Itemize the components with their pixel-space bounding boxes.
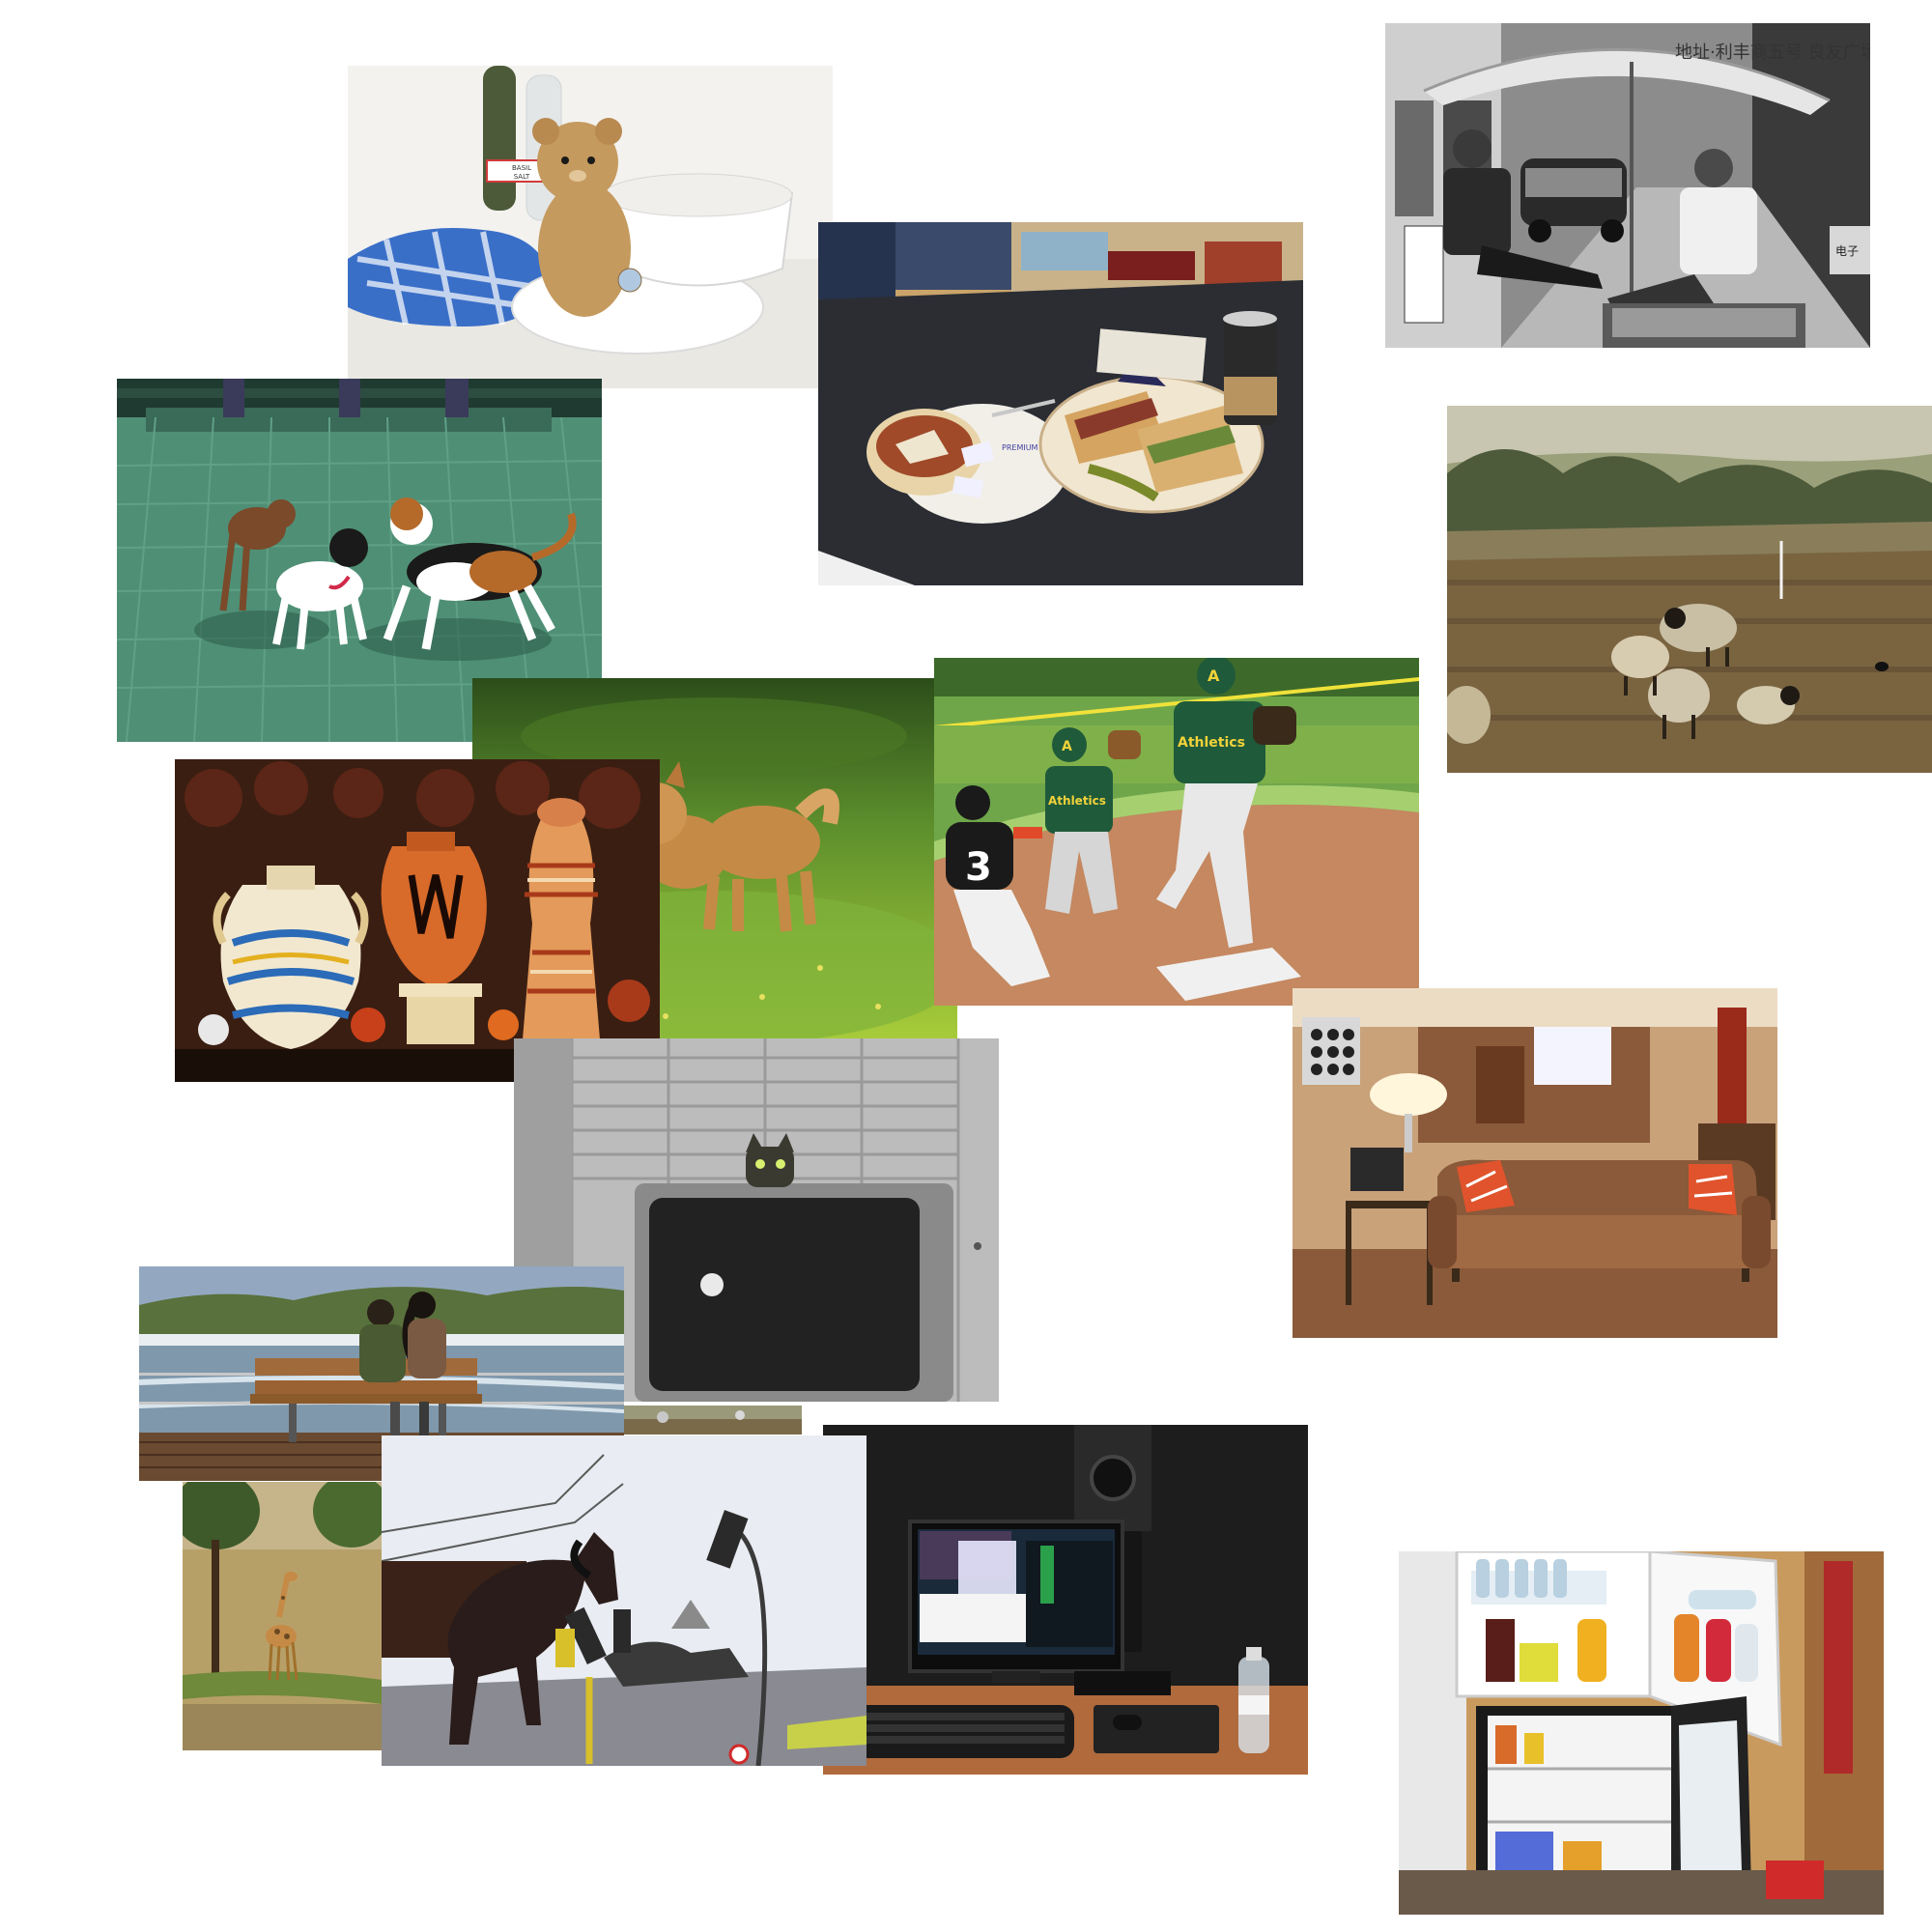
photo-street-vendors: 地址·利丰商五号 良友广场负一楼 电子	[1385, 23, 1870, 348]
bottle-label-bottom: SALT	[514, 173, 530, 181]
partial-strip-image	[624, 1406, 802, 1435]
jersey-name-right: Athletics	[1178, 735, 1245, 751]
photo-greek-vases	[175, 759, 660, 1082]
photo-kids-baseball: 3 A Athletics A Athletics	[934, 658, 1419, 1006]
computer-desk-image	[823, 1425, 1308, 1775]
sheep-field-image	[1447, 406, 1932, 773]
horse-traffic-image	[382, 1435, 867, 1766]
dogs-playing-image	[117, 379, 602, 742]
photo-teddy-bear-teacup: BASIL SALT	[348, 66, 833, 388]
creamer-packet-label: PREMIUM	[1002, 443, 1038, 452]
umbrella-sign-text: 地址·利丰商五号 良友广场负一楼	[1675, 43, 1870, 63]
cap-logo-left: A	[1062, 739, 1072, 754]
open-fridge-image	[1399, 1551, 1884, 1915]
photo-partial-strip	[624, 1406, 802, 1435]
photo-cafe-food: PREMIUM	[818, 222, 1303, 585]
runner-number: 3	[965, 845, 992, 890]
teddy-bear-teacup-image: BASIL SALT	[348, 66, 833, 388]
photo-open-fridge	[1399, 1551, 1884, 1915]
photo-giraffe	[183, 1482, 382, 1750]
photo-computer-desk	[823, 1425, 1308, 1775]
photo-living-room	[1293, 988, 1777, 1338]
cap-logo-right: A	[1208, 667, 1220, 685]
jersey-name-left: Athletics	[1048, 794, 1106, 808]
photo-dogs-playing	[117, 379, 602, 742]
kids-baseball-image: 3 A Athletics A Athletics	[934, 658, 1419, 1006]
cafe-food-image: PREMIUM	[818, 222, 1303, 585]
bottle-label-top: BASIL	[512, 164, 531, 172]
photo-horse-traffic-light	[382, 1435, 867, 1766]
vendor-sign-text: 电子	[1835, 244, 1859, 258]
greek-vases-image	[175, 759, 660, 1082]
giraffe-image	[183, 1482, 382, 1750]
photo-sheep-field	[1447, 406, 1932, 773]
living-room-image	[1293, 988, 1777, 1338]
street-vendors-image: 地址·利丰商五号 良友广场负一楼 电子	[1385, 23, 1870, 348]
